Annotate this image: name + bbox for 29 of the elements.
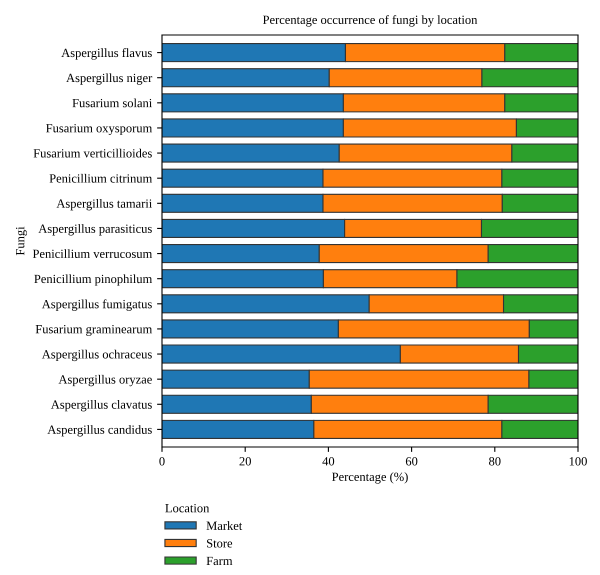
x-tick-label: 20 bbox=[240, 457, 251, 466]
chart-title: Percentage occurrence of fungi by location bbox=[262, 15, 478, 27]
legend-label: Market bbox=[206, 521, 242, 530]
legend-label: Farm bbox=[206, 556, 232, 566]
legend-title: Location bbox=[165, 504, 210, 512]
y-tick-label: Aspergillus flavus bbox=[61, 48, 152, 60]
x-tick-label: 60 bbox=[406, 457, 418, 466]
y-tick-label: Aspergillus tamarii bbox=[56, 198, 152, 210]
y-tick-label: Fusarium verticillioides bbox=[34, 148, 152, 158]
y-tick-label: Aspergillus oryzae bbox=[58, 374, 152, 386]
x-tick-label: 40 bbox=[322, 457, 334, 466]
y-tick-label: Fusarium solani bbox=[72, 98, 152, 108]
y-tick-label: Fusarium oxysporum bbox=[46, 124, 152, 135]
y-axis-title: Fungi bbox=[16, 226, 27, 256]
y-tick-label: Aspergillus clavatus bbox=[50, 400, 152, 412]
y-tick-label: Aspergillus niger bbox=[66, 73, 152, 85]
y-tick-label: Penicillium pinophilum bbox=[34, 274, 152, 286]
y-tick-label: Penicillium citrinum bbox=[50, 174, 152, 183]
y-tick-label: Penicillium verrucosum bbox=[32, 249, 152, 258]
x-tick-label: 100 bbox=[570, 457, 587, 466]
legend-label: Store bbox=[207, 539, 232, 548]
y-tick-label: Aspergillus parasiticus bbox=[38, 224, 152, 236]
x-axis-title: Percentage (%) bbox=[332, 472, 408, 484]
y-tick-label: Aspergillus candidus bbox=[47, 425, 152, 436]
x-tick-label: 80 bbox=[489, 457, 501, 466]
y-tick-label: Aspergillus fumigatus bbox=[42, 299, 152, 311]
x-tick-label: 0 bbox=[159, 457, 165, 466]
y-tick-label: Aspergillus ochraceus bbox=[42, 350, 152, 362]
y-tick-label: Fusarium graminearum bbox=[36, 324, 152, 336]
